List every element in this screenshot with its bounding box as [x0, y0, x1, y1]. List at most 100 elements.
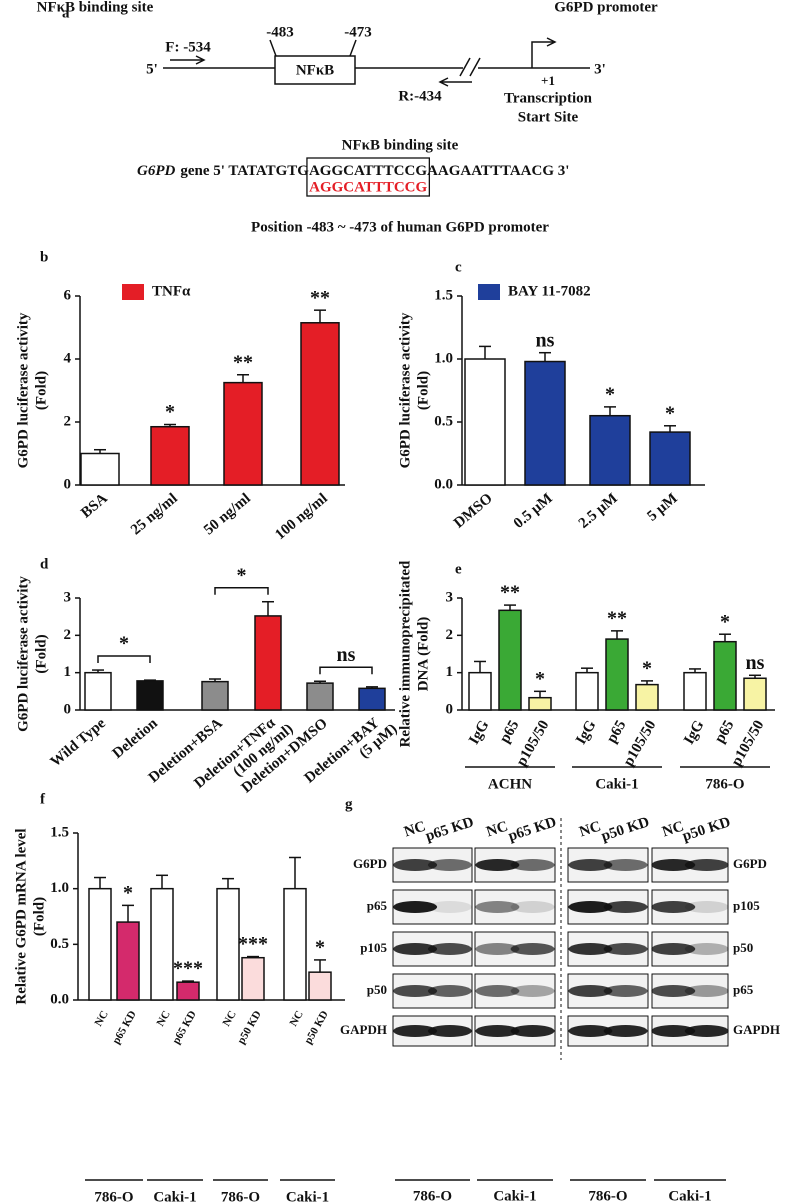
x-tick-label: p50 KD [235, 1009, 264, 1047]
y-axis-label: G6PD luciferase activity [15, 312, 31, 468]
bar [635, 683, 659, 711]
lane-label: NC [484, 819, 510, 841]
y-axis-label: (Fold) [33, 634, 49, 673]
lane-label: p65 KD [424, 814, 476, 845]
y-axis-label: Relative immunoprecipitated [397, 560, 413, 747]
row-label: p65 [733, 982, 754, 997]
x-tick-label: p65 KD [170, 1009, 199, 1047]
x-tick-label: Wild Type [48, 715, 109, 770]
bar [306, 682, 334, 711]
blot-band [568, 901, 613, 913]
group-label: Caki-1 [286, 1189, 329, 1204]
significance-label: * [642, 657, 652, 679]
end-label: 3' [594, 61, 606, 77]
bar [464, 358, 506, 486]
pointer [349, 39, 357, 57]
cell-line-label: Caki-1 [668, 1188, 711, 1204]
x-tick-label: NC [154, 1009, 172, 1029]
lane-label: NC [402, 819, 428, 841]
group-label: Caki-1 [595, 776, 638, 792]
lane-label: NC [577, 819, 603, 841]
significance-label: * [315, 937, 325, 959]
blot-band [684, 859, 729, 871]
box-label: NFκB [296, 62, 334, 78]
bar [468, 671, 492, 711]
cell-line-label: Caki-1 [493, 1188, 536, 1204]
bar [116, 921, 140, 1001]
legend-label: BAY 11-7082 [508, 283, 591, 299]
x-tick-label: p50 KD [302, 1009, 331, 1047]
row-label: p105 [733, 898, 760, 913]
lane-label: p65 KD [506, 814, 558, 845]
y-tick-label: 1.0 [50, 880, 69, 896]
bar [201, 680, 229, 711]
y-axis-label: (Fold) [415, 371, 431, 410]
tss-label: Start Site [518, 109, 579, 125]
x-tick-label: 50 ng/ml [201, 490, 254, 538]
blot-band [475, 859, 520, 871]
significance-label: ** [233, 351, 253, 373]
y-tick-label: 1.0 [434, 350, 453, 366]
significance-label: * [605, 383, 615, 405]
blot-band [651, 1025, 696, 1037]
significance-label: ns [536, 329, 555, 351]
blot-band [603, 1025, 648, 1037]
significance-label: *** [238, 933, 268, 955]
y-tick-label: 0.5 [50, 936, 69, 952]
significance-label: * [119, 633, 129, 655]
significance-bracket [97, 655, 151, 664]
legend-swatch [478, 284, 500, 300]
blot-band [684, 901, 729, 913]
significance-bracket [319, 666, 373, 675]
blot-band [684, 985, 729, 997]
bar [136, 680, 164, 711]
y-tick-label: 4 [64, 350, 72, 366]
y-tick-label: 3 [446, 589, 454, 605]
panel-letter: a [62, 5, 70, 21]
y-tick-label: 2 [446, 627, 454, 643]
blot-band [684, 943, 729, 955]
x-tick-label: p65 [712, 718, 738, 746]
y-tick-label: 0 [446, 701, 454, 717]
nfkb-box [274, 55, 356, 85]
bar [300, 322, 340, 486]
x-tick-label: NC [287, 1009, 305, 1029]
blot-band [568, 859, 613, 871]
blot-band [651, 901, 696, 913]
blot-band [510, 1025, 555, 1037]
end-label: 5' [146, 61, 158, 77]
bar [498, 609, 522, 711]
group-label: Caki-1 [153, 1189, 196, 1204]
significance-label: ** [310, 287, 330, 309]
tss-position: +1 [541, 73, 555, 88]
cell-line-label: 786-O [413, 1188, 452, 1204]
y-tick-label: 1.5 [50, 824, 69, 840]
row-label: G6PD [733, 856, 767, 871]
lane-label: NC [660, 819, 686, 841]
y-tick-label: 1 [446, 664, 454, 680]
blot-band [510, 943, 555, 955]
blot-band [427, 943, 472, 955]
panel-letter: e [455, 561, 462, 577]
y-tick-label: 2 [64, 413, 72, 429]
blot-band [475, 1025, 520, 1037]
y-tick-label: 0.5 [434, 413, 453, 429]
x-tick-label: Deletion [110, 715, 162, 762]
tss-label: Transcription [504, 90, 593, 106]
bar [649, 431, 691, 486]
y-tick-label: 0 [64, 476, 72, 492]
significance-label: ** [607, 607, 627, 629]
site-label: NFκB binding site [37, 0, 154, 15]
bar [150, 425, 190, 486]
group-label: 786-O [94, 1189, 133, 1204]
y-axis-label: DNA (Fold) [415, 617, 431, 692]
tss-arrow [531, 37, 557, 68]
break-mark [459, 57, 471, 77]
site-box [306, 157, 431, 197]
legend-label: TNFα [152, 283, 191, 299]
bar [241, 956, 265, 1001]
blot-band [603, 985, 648, 997]
forward-arrow [170, 55, 206, 65]
bar [84, 671, 112, 711]
